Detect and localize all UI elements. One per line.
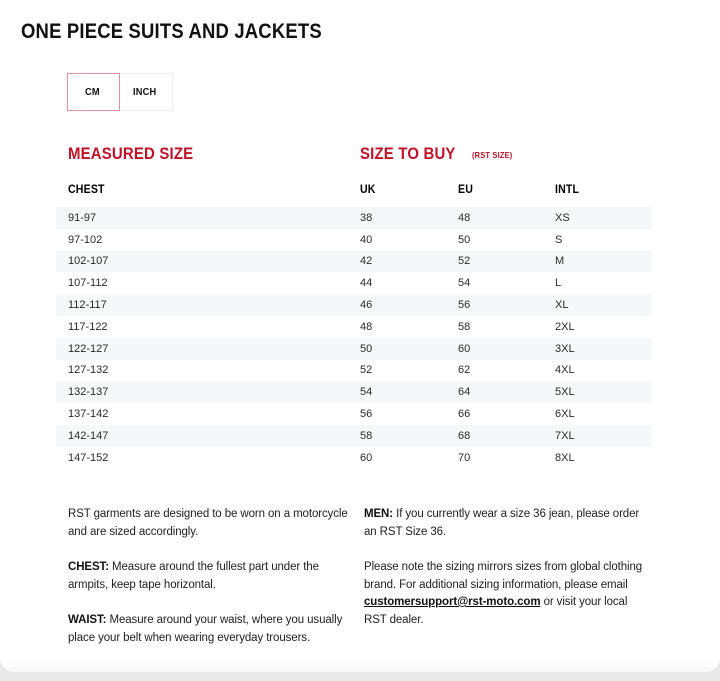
cell-intl: XS: [555, 211, 570, 224]
cell-chest: 97-102: [68, 233, 103, 246]
note-waist-label: WAIST:: [68, 614, 107, 626]
cell-uk: 48: [360, 320, 373, 333]
note-chest-label: CHEST:: [68, 561, 109, 573]
cell-chest: 132-137: [68, 386, 109, 399]
cell-chest: 122-127: [68, 342, 109, 355]
cell-chest: 107-112: [68, 277, 108, 290]
table-row: 117-122 48 58 2XL: [56, 315, 652, 338]
cell-eu: 68: [458, 429, 471, 442]
cm-button-label: CM: [85, 86, 100, 98]
size-table: CHEST UK EU INTL 91-97 38 48 XS 97-102 40 50 S 1…: [56, 182, 652, 469]
page-title: ONE PIECE SUITS AND JACKETS: [21, 20, 363, 44]
cell-eu: 54: [458, 277, 471, 290]
cell-uk: 50: [360, 342, 373, 355]
cell-eu: 58: [458, 320, 471, 333]
cell-eu: 70: [458, 451, 471, 464]
cell-chest: 102-107: [68, 255, 109, 268]
cell-intl: 8XL: [555, 451, 575, 464]
cell-eu: 64: [458, 386, 471, 399]
cell-eu: 66: [458, 408, 471, 421]
cell-chest: 137-142: [68, 408, 109, 421]
table-row: 147-152 60 70 8XL: [56, 446, 652, 469]
cell-uk: 56: [360, 408, 373, 421]
note-chest: CHEST: Measure around the fullest part u…: [68, 561, 319, 591]
note-men-label: MEN:: [364, 508, 393, 520]
unit-toggle: CM INCH: [67, 73, 173, 111]
cell-intl: 3XL: [555, 342, 575, 355]
cell-intl: 2XL: [555, 320, 575, 333]
size-table-body: 91-97 38 48 XS 97-102 40 50 S 102-107 42 52 M 107-11…: [56, 207, 652, 469]
cell-eu: 52: [458, 255, 471, 268]
cell-uk: 52: [360, 364, 373, 377]
cell-uk: 38: [360, 211, 373, 224]
cell-chest: 127-132: [68, 364, 109, 377]
cell-uk: 44: [360, 277, 373, 290]
note-waist: WAIST: Measure around your waist, where …: [68, 614, 343, 644]
note-sizing-info: Please note the sizing mirrors sizes fro…: [364, 561, 643, 626]
table-row: 122-127 50 60 3XL: [56, 337, 652, 360]
table-row: 142-147 58 68 7XL: [56, 424, 652, 447]
cell-chest: 147-152: [68, 451, 109, 464]
footer-right-column: MEN: If you currently wear a size 36 jea…: [364, 506, 652, 647]
table-row: 132-137 54 64 5XL: [56, 381, 652, 404]
page-title-text: ONE PIECE SUITS AND JACKETS: [21, 20, 322, 43]
cell-intl: 4XL: [555, 364, 575, 377]
footer-left-column: RST garments are designed to be worn on …: [68, 506, 356, 647]
cell-eu: 50: [458, 233, 471, 246]
inch-button[interactable]: INCH: [120, 73, 173, 111]
cell-uk: 54: [360, 386, 373, 399]
size-table-header: CHEST UK EU INTL: [56, 182, 652, 207]
table-row: 91-97 38 48 XS: [56, 207, 652, 229]
cell-uk: 40: [360, 233, 373, 246]
cell-eu: 60: [458, 342, 471, 355]
measured-size-heading: MEASURED SIZE: [68, 144, 194, 163]
cell-eu: 62: [458, 364, 471, 377]
table-row: 97-102 40 50 S: [56, 228, 652, 251]
cell-uk: 46: [360, 299, 373, 312]
table-row: 127-132 52 62 4XL: [56, 359, 652, 382]
cell-eu: 48: [458, 211, 471, 224]
footer-notes: RST garments are designed to be worn on …: [68, 506, 652, 647]
rst-size-note: (RST SIZE): [471, 150, 513, 160]
support-email-link[interactable]: customersupport@rst-moto.com: [364, 596, 541, 608]
table-row: 112-117 46 56 XL: [56, 294, 652, 316]
cell-intl: L: [555, 277, 562, 290]
table-row: 107-112 44 54 L: [56, 272, 652, 295]
cell-chest: 112-117: [68, 299, 107, 312]
cell-intl: S: [555, 233, 563, 246]
cell-uk: 42: [360, 255, 373, 268]
cell-chest: 91-97: [68, 211, 97, 224]
note-men: MEN: If you currently wear a size 36 jea…: [364, 508, 640, 538]
header-cell-uk: UK: [360, 182, 376, 196]
cell-intl: 5XL: [555, 386, 575, 399]
cell-intl: XL: [555, 299, 569, 312]
table-row: 102-107 42 52 M: [56, 250, 652, 273]
header-cell-chest: CHEST: [68, 182, 105, 196]
header-cell-eu: EU: [458, 182, 474, 196]
cell-chest: 142-147: [68, 429, 109, 442]
cell-intl: 7XL: [555, 429, 575, 442]
inch-button-label: INCH: [132, 86, 157, 98]
note-general: RST garments are designed to be worn on …: [68, 508, 348, 538]
cell-chest: 117-122: [68, 320, 108, 333]
cm-button[interactable]: CM: [67, 73, 120, 111]
cell-intl: M: [555, 255, 565, 268]
size-to-buy-heading: SIZE TO BUY (RST SIZE): [360, 144, 518, 164]
cell-uk: 60: [360, 451, 373, 464]
cell-uk: 58: [360, 429, 373, 442]
cell-intl: 6XL: [555, 408, 575, 421]
header-cell-intl: INTL: [555, 182, 580, 196]
cell-eu: 56: [458, 299, 471, 312]
table-row: 137-142 56 66 6XL: [56, 403, 652, 425]
